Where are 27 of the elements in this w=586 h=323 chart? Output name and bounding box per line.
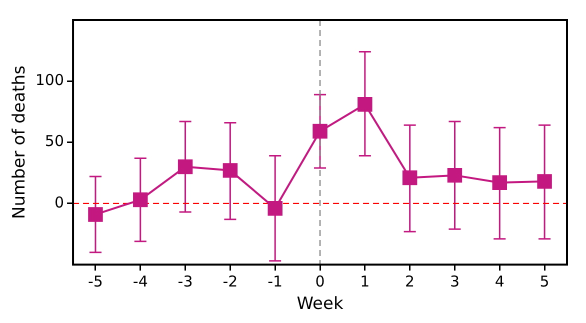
x-tick-label: -1 (268, 272, 283, 290)
point (178, 159, 193, 174)
point (268, 200, 282, 216)
point (492, 175, 508, 190)
x-tick-label: -5 (88, 272, 103, 290)
point (402, 170, 418, 186)
x-axis-title: Week (296, 294, 344, 314)
point (133, 192, 148, 208)
x-tick-label: 3 (450, 272, 460, 290)
point (447, 168, 462, 183)
point (312, 124, 328, 139)
y-tick-label: 50 (44, 132, 64, 150)
y-tick-label: 100 (35, 71, 64, 90)
x-tick-label: -4 (132, 272, 148, 290)
point (222, 163, 238, 178)
point (358, 97, 372, 112)
point (537, 174, 552, 189)
x-tick-label: 0 (315, 272, 325, 290)
point (88, 207, 103, 222)
x-tick-label: 1 (360, 272, 370, 290)
x-tick-label: 5 (540, 272, 550, 290)
y-axis-title: Number of deaths (10, 65, 30, 220)
x-tick-label: 2 (405, 272, 415, 290)
x-tick-label: 4 (494, 272, 504, 290)
y-tick-label: 0 (54, 193, 64, 212)
x-tick-label: -2 (222, 272, 238, 290)
x-tick-label: -3 (178, 272, 193, 290)
